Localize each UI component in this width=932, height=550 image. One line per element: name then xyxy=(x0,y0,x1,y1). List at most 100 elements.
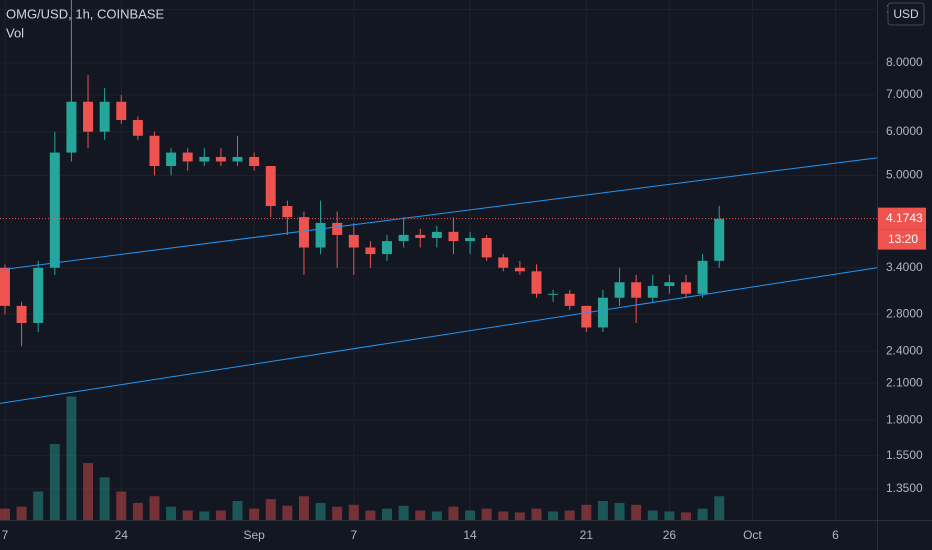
candle-body xyxy=(448,231,459,242)
candle-body xyxy=(631,282,642,298)
volume-bar xyxy=(431,511,442,520)
candle-body xyxy=(215,156,226,162)
volume-bar xyxy=(614,502,625,520)
candle-body xyxy=(265,166,276,207)
volume-bar xyxy=(0,508,10,520)
volume-bar xyxy=(66,396,77,520)
candle-body xyxy=(498,257,509,268)
candle-body xyxy=(597,297,608,328)
candle-body xyxy=(415,234,426,238)
x-tick-label: Oct xyxy=(743,528,762,542)
volume-bar xyxy=(232,501,243,520)
volume-bar xyxy=(348,504,359,520)
volume-bar xyxy=(16,506,27,520)
volume-bar xyxy=(498,511,509,520)
currency[interactable]: USD xyxy=(893,7,919,21)
y-tick-label: 3.4000 xyxy=(886,260,923,274)
y-tick-label: 2.1000 xyxy=(886,375,923,389)
trendline xyxy=(0,157,878,271)
y-tick-label: 1.5500 xyxy=(886,448,923,462)
volume-bar xyxy=(83,463,94,520)
candle-body xyxy=(298,217,309,248)
volume-bar xyxy=(465,510,476,520)
volume-bar xyxy=(99,477,110,520)
volume-bar xyxy=(631,504,642,520)
volume-bar xyxy=(398,505,409,520)
candle-body xyxy=(16,305,27,323)
countdown-label: 13:20 xyxy=(888,232,918,246)
candle-body xyxy=(315,222,326,248)
y-tick-label: 7.0000 xyxy=(886,87,923,101)
x-tick-label: 7 xyxy=(350,528,357,542)
y-tick-label: 1.8000 xyxy=(886,412,923,426)
candle-body xyxy=(0,267,10,306)
candle-body xyxy=(681,282,691,294)
volume-bar xyxy=(249,508,260,520)
y-tick-label: 1.3500 xyxy=(886,481,923,495)
x-tick-label: 7 xyxy=(2,528,9,542)
volume-bar xyxy=(365,510,376,520)
candle-body xyxy=(531,271,542,294)
candle-body xyxy=(282,206,293,218)
volume-bar xyxy=(597,501,608,520)
volume-bar xyxy=(315,502,326,520)
volume-bar xyxy=(481,508,492,520)
y-tick-label: 2.8000 xyxy=(886,306,923,320)
symbol-title: OMG/USD, 1h, COINBASE xyxy=(6,6,165,21)
y-tick-label: 8.0000 xyxy=(886,55,923,69)
countdown-badge xyxy=(878,229,926,250)
candle-body xyxy=(564,293,575,306)
y-tick-label: 6.0000 xyxy=(886,124,923,138)
volume-bar xyxy=(548,511,559,520)
x-tick-label: 24 xyxy=(115,528,129,542)
candle-body xyxy=(664,282,675,287)
candle-body xyxy=(481,237,492,258)
candle-body xyxy=(166,152,177,167)
x-tick-label: 26 xyxy=(663,528,677,542)
candle-body xyxy=(581,305,592,328)
volume-bar xyxy=(215,510,226,520)
candle-body xyxy=(66,101,77,153)
volume-bar xyxy=(132,502,143,520)
candle-body xyxy=(132,120,143,136)
candle-body xyxy=(332,222,343,235)
x-tick-label: Sep xyxy=(243,528,265,542)
volume-label: Vol xyxy=(6,25,24,40)
candle-body xyxy=(365,247,376,255)
candle-body xyxy=(514,267,525,272)
candle-body xyxy=(149,135,160,167)
candle-body xyxy=(548,293,559,295)
y-tick-label: 2.4000 xyxy=(886,343,923,357)
candle-body xyxy=(714,218,725,261)
candle-body xyxy=(232,156,243,162)
candle-body xyxy=(431,231,442,238)
volume-bar xyxy=(265,499,276,520)
volume-bar xyxy=(714,496,725,520)
x-tick-label: 6 xyxy=(832,528,839,542)
volume-bar xyxy=(664,511,675,520)
candle-body xyxy=(83,101,94,132)
volume-bar xyxy=(514,512,525,520)
candle-body xyxy=(647,286,658,298)
volume-bar xyxy=(681,512,691,520)
volume-bar xyxy=(182,510,193,520)
volume-bar xyxy=(199,511,210,520)
candle-body xyxy=(697,260,708,294)
axis: 18.00007.00006.00005.00003.40002.80002.4… xyxy=(2,2,926,542)
y-tick-label: 5.0000 xyxy=(886,168,923,182)
currency-badge[interactable] xyxy=(887,2,925,26)
volume-bar xyxy=(149,496,160,520)
candle-body xyxy=(116,101,127,121)
volume-bar xyxy=(298,496,309,520)
last-price-label: 4.1743 xyxy=(886,211,923,225)
candle-body xyxy=(382,241,392,255)
x-tick-label: 21 xyxy=(580,528,594,542)
volume-bar xyxy=(448,506,459,520)
volume-bar xyxy=(647,510,658,520)
volume-bar xyxy=(382,508,392,520)
x-tick-label: 14 xyxy=(463,528,477,542)
candle-body xyxy=(249,156,260,167)
